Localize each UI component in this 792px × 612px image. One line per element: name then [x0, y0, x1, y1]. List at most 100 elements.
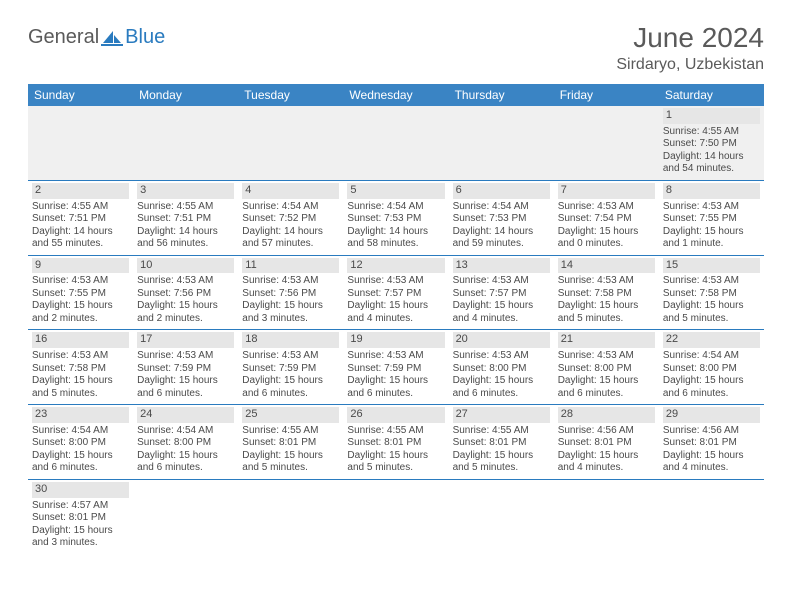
sunset-text: Sunset: 7:58 PM — [558, 288, 655, 301]
calendar-week-row: 30Sunrise: 4:57 AMSunset: 8:01 PMDayligh… — [28, 479, 764, 553]
day-cell: 14Sunrise: 4:53 AMSunset: 7:58 PMDayligh… — [554, 255, 659, 330]
day-cell: 20Sunrise: 4:53 AMSunset: 8:00 PMDayligh… — [449, 330, 554, 405]
daylight-text: Daylight: 14 hours and 55 minutes. — [32, 226, 129, 251]
day-number: 16 — [32, 332, 129, 348]
sunset-text: Sunset: 7:56 PM — [242, 288, 339, 301]
title-block: June 2024 Sirdaryo, Uzbekistan — [616, 22, 764, 74]
day-number: 19 — [347, 332, 444, 348]
sunrise-text: Sunrise: 4:56 AM — [663, 425, 760, 438]
daylight-text: Daylight: 14 hours and 58 minutes. — [347, 226, 444, 251]
day-cell: 2Sunrise: 4:55 AMSunset: 7:51 PMDaylight… — [28, 180, 133, 255]
sunrise-text: Sunrise: 4:55 AM — [663, 126, 760, 139]
day-number: 20 — [453, 332, 550, 348]
sunrise-text: Sunrise: 4:57 AM — [32, 500, 129, 513]
empty-cell — [449, 479, 554, 553]
day-cell: 23Sunrise: 4:54 AMSunset: 8:00 PMDayligh… — [28, 405, 133, 480]
calendar-week-row: 2Sunrise: 4:55 AMSunset: 7:51 PMDaylight… — [28, 180, 764, 255]
empty-cell — [238, 106, 343, 180]
daylight-text: Daylight: 15 hours and 4 minutes. — [663, 450, 760, 475]
daylight-text: Daylight: 15 hours and 5 minutes. — [453, 450, 550, 475]
calendar-week-row: 23Sunrise: 4:54 AMSunset: 8:00 PMDayligh… — [28, 405, 764, 480]
day-cell: 4Sunrise: 4:54 AMSunset: 7:52 PMDaylight… — [238, 180, 343, 255]
day-number: 12 — [347, 258, 444, 274]
day-cell: 10Sunrise: 4:53 AMSunset: 7:56 PMDayligh… — [133, 255, 238, 330]
day-cell: 13Sunrise: 4:53 AMSunset: 7:57 PMDayligh… — [449, 255, 554, 330]
sunrise-text: Sunrise: 4:53 AM — [558, 275, 655, 288]
day-cell: 27Sunrise: 4:55 AMSunset: 8:01 PMDayligh… — [449, 405, 554, 480]
sunrise-text: Sunrise: 4:53 AM — [32, 350, 129, 363]
calendar-week-row: 1Sunrise: 4:55 AMSunset: 7:50 PMDaylight… — [28, 106, 764, 180]
day-cell: 28Sunrise: 4:56 AMSunset: 8:01 PMDayligh… — [554, 405, 659, 480]
day-cell: 5Sunrise: 4:54 AMSunset: 7:53 PMDaylight… — [343, 180, 448, 255]
day-cell: 19Sunrise: 4:53 AMSunset: 7:59 PMDayligh… — [343, 330, 448, 405]
empty-cell — [343, 106, 448, 180]
sunrise-text: Sunrise: 4:55 AM — [347, 425, 444, 438]
sunrise-text: Sunrise: 4:53 AM — [32, 275, 129, 288]
daylight-text: Daylight: 15 hours and 4 minutes. — [347, 300, 444, 325]
day-number: 3 — [137, 183, 234, 199]
sunrise-text: Sunrise: 4:53 AM — [137, 350, 234, 363]
day-cell: 22Sunrise: 4:54 AMSunset: 8:00 PMDayligh… — [659, 330, 764, 405]
daylight-text: Daylight: 15 hours and 2 minutes. — [137, 300, 234, 325]
calendar-page: General Blue June 2024 Sirdaryo, Uzbekis… — [0, 0, 792, 554]
day-number: 28 — [558, 407, 655, 423]
sunset-text: Sunset: 7:58 PM — [663, 288, 760, 301]
daylight-text: Daylight: 14 hours and 54 minutes. — [663, 151, 760, 176]
sunset-text: Sunset: 8:00 PM — [453, 363, 550, 376]
sunrise-text: Sunrise: 4:53 AM — [663, 275, 760, 288]
sunrise-text: Sunrise: 4:54 AM — [663, 350, 760, 363]
weekday-header: Monday — [133, 84, 238, 106]
daylight-text: Daylight: 15 hours and 5 minutes. — [32, 375, 129, 400]
sunrise-text: Sunrise: 4:53 AM — [558, 350, 655, 363]
calendar-table: SundayMondayTuesdayWednesdayThursdayFrid… — [28, 84, 764, 554]
daylight-text: Daylight: 14 hours and 59 minutes. — [453, 226, 550, 251]
sunrise-text: Sunrise: 4:53 AM — [242, 275, 339, 288]
daylight-text: Daylight: 15 hours and 6 minutes. — [242, 375, 339, 400]
sunrise-text: Sunrise: 4:54 AM — [347, 201, 444, 214]
sail-icon — [101, 29, 123, 47]
daylight-text: Daylight: 15 hours and 6 minutes. — [663, 375, 760, 400]
sunset-text: Sunset: 7:51 PM — [32, 213, 129, 226]
sunrise-text: Sunrise: 4:54 AM — [453, 201, 550, 214]
weekday-header: Sunday — [28, 84, 133, 106]
sunrise-text: Sunrise: 4:54 AM — [137, 425, 234, 438]
calendar-week-row: 9Sunrise: 4:53 AMSunset: 7:55 PMDaylight… — [28, 255, 764, 330]
daylight-text: Daylight: 15 hours and 5 minutes. — [242, 450, 339, 475]
sunset-text: Sunset: 7:55 PM — [663, 213, 760, 226]
sunrise-text: Sunrise: 4:54 AM — [32, 425, 129, 438]
sunrise-text: Sunrise: 4:53 AM — [558, 201, 655, 214]
sunset-text: Sunset: 7:58 PM — [32, 363, 129, 376]
day-number: 17 — [137, 332, 234, 348]
day-number: 18 — [242, 332, 339, 348]
daylight-text: Daylight: 15 hours and 4 minutes. — [453, 300, 550, 325]
sunrise-text: Sunrise: 4:53 AM — [453, 275, 550, 288]
sunrise-text: Sunrise: 4:55 AM — [453, 425, 550, 438]
day-number: 26 — [347, 407, 444, 423]
sunset-text: Sunset: 8:01 PM — [242, 437, 339, 450]
daylight-text: Daylight: 14 hours and 56 minutes. — [137, 226, 234, 251]
day-cell: 6Sunrise: 4:54 AMSunset: 7:53 PMDaylight… — [449, 180, 554, 255]
sunrise-text: Sunrise: 4:55 AM — [32, 201, 129, 214]
day-number: 1 — [663, 108, 760, 124]
empty-cell — [554, 106, 659, 180]
day-cell: 24Sunrise: 4:54 AMSunset: 8:00 PMDayligh… — [133, 405, 238, 480]
sunrise-text: Sunrise: 4:53 AM — [453, 350, 550, 363]
sunrise-text: Sunrise: 4:53 AM — [347, 350, 444, 363]
daylight-text: Daylight: 15 hours and 3 minutes. — [242, 300, 339, 325]
daylight-text: Daylight: 15 hours and 6 minutes. — [137, 375, 234, 400]
sunset-text: Sunset: 7:51 PM — [137, 213, 234, 226]
weekday-header-row: SundayMondayTuesdayWednesdayThursdayFrid… — [28, 84, 764, 106]
day-number: 29 — [663, 407, 760, 423]
sunrise-text: Sunrise: 4:56 AM — [558, 425, 655, 438]
sunrise-text: Sunrise: 4:53 AM — [347, 275, 444, 288]
day-cell: 21Sunrise: 4:53 AMSunset: 8:00 PMDayligh… — [554, 330, 659, 405]
empty-cell — [554, 479, 659, 553]
empty-cell — [28, 106, 133, 180]
empty-cell — [449, 106, 554, 180]
sunset-text: Sunset: 7:53 PM — [347, 213, 444, 226]
empty-cell — [659, 479, 764, 553]
daylight-text: Daylight: 15 hours and 0 minutes. — [558, 226, 655, 251]
sunset-text: Sunset: 8:00 PM — [137, 437, 234, 450]
sunset-text: Sunset: 7:57 PM — [347, 288, 444, 301]
day-cell: 29Sunrise: 4:56 AMSunset: 8:01 PMDayligh… — [659, 405, 764, 480]
